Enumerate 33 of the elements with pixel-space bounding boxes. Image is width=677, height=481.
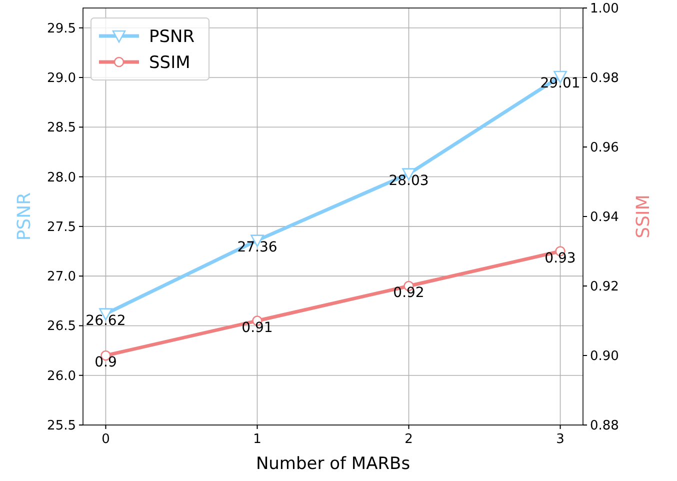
y-tick-label: 25.5 [47, 418, 76, 434]
y2-tick-label: 0.90 [590, 349, 619, 364]
y-axis-title: PSNR [14, 192, 35, 241]
y-tick-label: 27.5 [47, 220, 76, 235]
y2-tick-label: 0.98 [590, 71, 619, 86]
x-tick-label: 0 [102, 432, 110, 447]
y2-tick-label: 1.00 [590, 2, 619, 16]
y-tick-label: 26.0 [47, 368, 76, 384]
legend-label: SSIM [149, 53, 190, 73]
y-tick-label: 26.5 [47, 319, 76, 334]
y-tick-label: 29.5 [47, 21, 76, 36]
y2-axis-title: SSIM [633, 194, 654, 238]
data-label: 0.9 [94, 354, 117, 370]
y-tick-label: 28.5 [47, 120, 76, 136]
data-label: 29.01 [540, 76, 580, 92]
y-tick-label: 29.0 [47, 71, 76, 86]
data-label: 28.03 [388, 172, 429, 189]
x-axis-title: Number of MARBs [256, 454, 410, 474]
y2-tick-label: 0.94 [590, 210, 619, 225]
data-label: 0.91 [242, 320, 273, 336]
y-tick-label: 28.0 [47, 170, 76, 186]
x-tick-label: 2 [404, 432, 413, 447]
data-label: 0.93 [544, 250, 576, 266]
y2-tick-label: 0.92 [590, 280, 619, 294]
y2-tick-label: 0.88 [590, 418, 619, 434]
data-label: 0.92 [393, 285, 424, 301]
data-label: 26.62 [86, 312, 126, 329]
x-tick-label: 3 [556, 432, 564, 447]
data-label: 27.36 [237, 239, 278, 256]
legend-label: PSNR [149, 27, 195, 47]
y2-tick-label: 0.96 [590, 140, 619, 156]
y-tick-label: 27.0 [47, 270, 76, 285]
x-tick-label: 1 [253, 432, 262, 447]
